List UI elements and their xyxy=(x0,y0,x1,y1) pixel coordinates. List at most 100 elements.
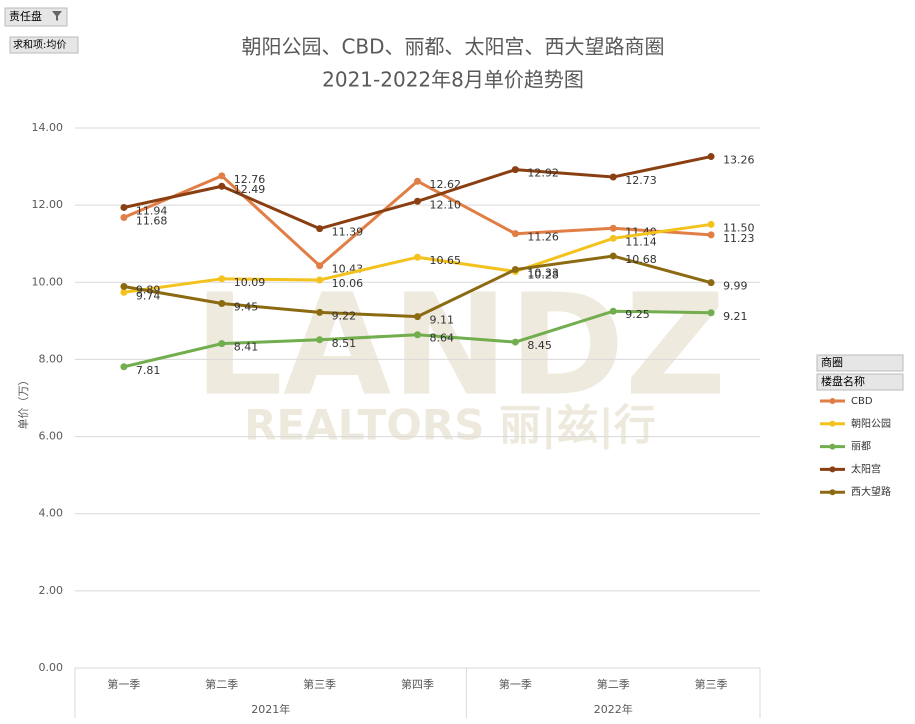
data-point xyxy=(609,234,617,242)
data-label: 10.33 xyxy=(527,267,559,280)
y-tick-label: 4.00 xyxy=(39,507,64,520)
data-label: 11.23 xyxy=(723,232,755,245)
legend-label: CBD xyxy=(851,396,873,407)
y-axis-label: 单价（万） xyxy=(17,375,30,430)
data-label: 7.81 xyxy=(136,364,161,377)
data-label: 12.62 xyxy=(430,178,462,191)
data-point xyxy=(120,213,128,221)
data-point xyxy=(316,276,324,284)
legend-marker xyxy=(829,398,836,404)
x-tick-label: 第三季 xyxy=(303,677,336,691)
data-point xyxy=(218,172,226,180)
chart-title: 朝阳公园、CBD、丽都、太阳宫、西大望路商圈 xyxy=(241,35,664,59)
data-label: 10.09 xyxy=(234,276,265,289)
data-point xyxy=(414,313,421,321)
data-point xyxy=(609,307,617,315)
data-label: 9.45 xyxy=(234,301,258,314)
legend-title: 楼盘名称 xyxy=(821,374,865,388)
data-point xyxy=(707,309,715,317)
filter-button[interactable] xyxy=(4,7,68,27)
y-tick-label: 0.00 xyxy=(39,661,64,674)
legend-marker xyxy=(829,466,836,473)
data-point xyxy=(414,197,421,205)
data-label: 12.76 xyxy=(234,173,265,186)
data-label: 12.10 xyxy=(430,198,462,211)
y-tick-label: 6.00 xyxy=(39,430,64,443)
data-label: 8.45 xyxy=(527,339,552,352)
x-tick-label: 第三季 xyxy=(695,677,728,691)
data-point xyxy=(707,279,715,287)
y-tick-label: 12.00 xyxy=(32,198,64,211)
legend-marker xyxy=(829,420,836,427)
data-point xyxy=(609,252,617,260)
chart-title: 2021-2022年8月单价趋势图 xyxy=(322,68,584,92)
data-point xyxy=(511,166,519,174)
data-point xyxy=(414,331,421,339)
legend-marker xyxy=(829,489,836,496)
measure-label: 求和项:均价 xyxy=(13,39,66,51)
watermark: REALTORS 丽|兹|行 xyxy=(244,401,656,450)
data-label: 9.21 xyxy=(723,310,748,323)
data-label: 8.41 xyxy=(234,341,258,354)
data-label: 8.64 xyxy=(430,332,455,345)
x-group-label: 2022年 xyxy=(594,702,633,716)
data-label: 9.11 xyxy=(430,314,455,327)
x-tick-label: 第四季 xyxy=(401,677,434,691)
x-tick-label: 第二季 xyxy=(205,677,238,691)
legend-marker xyxy=(829,443,836,450)
data-point xyxy=(120,363,128,371)
legend-title: 商圈 xyxy=(821,355,843,369)
filter-icon xyxy=(52,11,62,21)
legend-filter[interactable] xyxy=(816,354,904,372)
x-tick-label: 第一季 xyxy=(107,677,140,691)
data-label: 11.26 xyxy=(527,231,559,244)
data-label: 11.14 xyxy=(625,235,657,248)
data-point xyxy=(609,173,617,181)
y-tick-label: 8.00 xyxy=(39,352,64,365)
data-point xyxy=(316,336,324,344)
data-label: 9.99 xyxy=(723,280,748,293)
data-label: 10.68 xyxy=(625,253,657,266)
data-point xyxy=(120,203,128,211)
watermark: LANDZ xyxy=(194,265,726,428)
measure-button[interactable] xyxy=(9,36,79,54)
y-tick-label: 10.00 xyxy=(32,275,64,288)
data-point xyxy=(609,224,617,232)
x-tick-label: 第一季 xyxy=(499,677,532,691)
y-tick-label: 2.00 xyxy=(39,584,64,597)
data-label: 12.92 xyxy=(527,167,559,180)
data-label: 9.89 xyxy=(136,284,161,297)
data-point xyxy=(218,340,226,348)
legend-filter[interactable] xyxy=(816,373,904,391)
legend-label: 西大望路 xyxy=(851,485,891,498)
data-point xyxy=(511,338,519,346)
data-label: 10.28 xyxy=(527,268,559,281)
data-label: 11.50 xyxy=(723,221,755,234)
data-point xyxy=(707,220,715,228)
y-tick-label: 14.00 xyxy=(32,121,64,134)
data-label: 9.22 xyxy=(332,309,357,322)
data-label: 12.73 xyxy=(625,174,657,187)
data-label: 13.26 xyxy=(723,154,755,167)
legend-label: 朝阳公园 xyxy=(851,418,891,430)
data-point xyxy=(511,266,519,274)
data-label: 8.51 xyxy=(332,337,357,350)
data-point xyxy=(218,182,226,190)
data-label: 10.06 xyxy=(332,277,364,290)
data-point xyxy=(414,253,421,261)
data-label: 11.39 xyxy=(332,226,364,239)
data-point xyxy=(511,230,519,238)
data-label: 9.25 xyxy=(625,308,650,321)
data-point xyxy=(707,153,715,161)
x-group-label: 2021年 xyxy=(251,702,290,716)
data-point xyxy=(316,225,324,233)
x-tick-label: 第二季 xyxy=(597,677,630,691)
legend-label: 太阳宫 xyxy=(851,462,881,475)
data-point xyxy=(707,231,715,239)
data-point xyxy=(316,308,324,316)
filter-label: 责任盘 xyxy=(9,9,42,23)
data-label: 11.94 xyxy=(136,204,168,217)
data-label: 12.49 xyxy=(234,183,265,196)
